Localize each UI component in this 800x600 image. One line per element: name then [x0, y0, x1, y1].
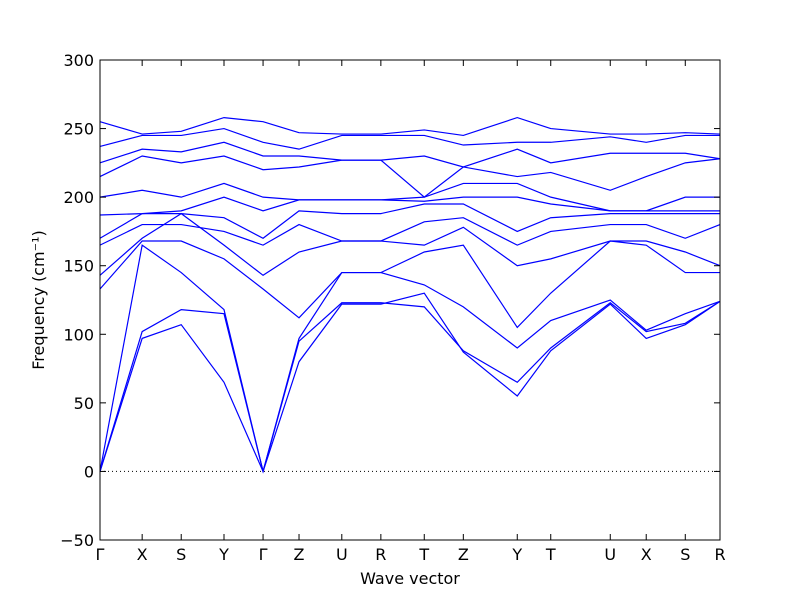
x-tick-label: R: [375, 545, 386, 564]
band-line: [99, 212, 721, 277]
x-tick-label: Z: [294, 545, 305, 564]
band-line: [99, 244, 721, 472]
x-tick-label: Γ: [96, 545, 105, 564]
band-line: [99, 217, 721, 246]
y-tick-label: −50: [60, 531, 94, 550]
x-tick-label: T: [418, 545, 429, 564]
x-tick-label: T: [545, 545, 556, 564]
band-line: [99, 155, 721, 198]
y-axis-label: Frequency (cm⁻¹): [29, 230, 48, 369]
x-tick-label: Γ: [259, 545, 268, 564]
x-tick-label: U: [604, 545, 616, 564]
y-tick-label: 50: [74, 394, 94, 413]
band-line: [99, 240, 720, 329]
y-tick-label: 200: [63, 188, 94, 207]
x-tick-label: X: [137, 545, 148, 564]
x-tick-label: Y: [218, 545, 229, 564]
band-line: [99, 116, 721, 137]
x-tick-label: Z: [458, 545, 469, 564]
band-line: [99, 292, 721, 474]
x-tick-label: Y: [511, 545, 522, 564]
x-axis-label: Wave vector: [360, 569, 460, 588]
band-line: [99, 141, 721, 168]
y-tick-label: 150: [63, 257, 94, 276]
band-line: [99, 203, 720, 239]
y-tick-label: 300: [63, 51, 94, 70]
x-tick-label: X: [641, 545, 652, 564]
plot-frame: [99, 59, 721, 541]
x-tick-label: U: [336, 545, 348, 564]
band-line: [99, 127, 720, 150]
y-tick-label: 250: [63, 120, 94, 139]
y-tick-label: 0: [84, 462, 94, 481]
y-tick-label: 100: [63, 325, 94, 344]
band-line: [99, 182, 720, 212]
band-line: [99, 300, 721, 474]
x-tick-label: S: [680, 545, 690, 564]
x-tick-label: S: [176, 545, 186, 564]
x-tick-label: R: [714, 545, 725, 564]
